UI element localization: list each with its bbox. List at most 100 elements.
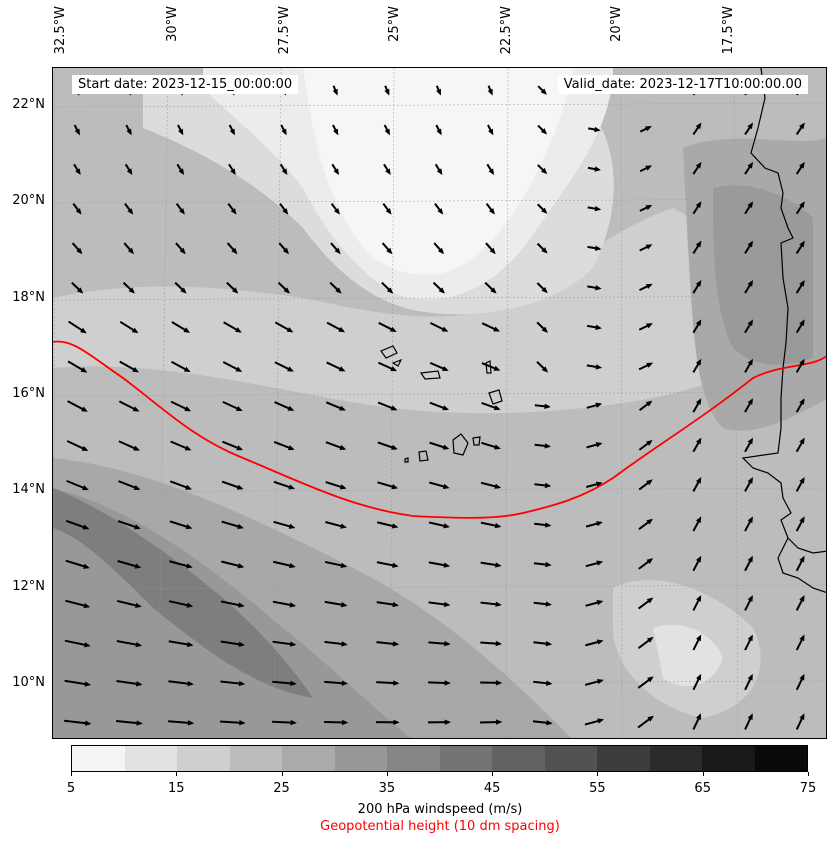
colorbar-segment (72, 746, 125, 771)
lon-label-27-5: 27.5°W (277, 6, 292, 55)
lat-label-14: 14°N (12, 482, 45, 497)
wind-vector-arrow (71, 242, 83, 255)
wind-vector-arrow (429, 322, 449, 332)
wind-vector-arrow (324, 600, 348, 608)
wind-vector-arrow (125, 124, 132, 136)
wind-vector-arrow (220, 600, 245, 608)
wind-vector-arrow (744, 201, 754, 215)
wind-vector-arrow (533, 680, 553, 686)
wind-vector-arrow (692, 161, 702, 175)
grid-lon-25 (389, 68, 395, 738)
wind-vector-arrow (795, 398, 805, 413)
wind-vector-arrow (536, 282, 548, 294)
grid-lat-22 (53, 102, 826, 108)
wind-vector-arrow (381, 281, 394, 294)
colorbar-label: 200 hPa windspeed (m/s) (357, 802, 523, 817)
wind-vector-arrow (226, 242, 238, 255)
wind-vector-arrow (692, 595, 702, 611)
wind-vector-arrow (692, 201, 702, 215)
start-date-label: Start date: 2023-12-15_00:00:00 (72, 75, 299, 94)
wind-vector-arrow (795, 358, 805, 373)
wind-vector-arrow (273, 441, 295, 451)
shading-east-core (713, 185, 813, 365)
wind-vector-arrow (584, 718, 605, 726)
island-brava (404, 457, 409, 463)
wind-vector-arrow (429, 401, 450, 411)
wind-vector-arrow (383, 163, 391, 176)
wind-vector-arrow (381, 242, 393, 255)
wind-vector-arrow (168, 600, 194, 608)
grid-lat-10 (53, 680, 826, 686)
wind-vector-arrow (435, 124, 442, 136)
wind-vector-arrow (536, 361, 549, 373)
wind-vector-arrow (586, 364, 603, 370)
wind-vector-arrow (585, 639, 604, 647)
wind-vector-arrow (272, 680, 297, 686)
wind-vector-arrow (795, 319, 805, 334)
wind-vector-arrow (65, 519, 90, 530)
wind-vector-arrow (326, 361, 346, 372)
grid-lat-14 (53, 487, 826, 493)
wind-vector-arrow (533, 640, 553, 647)
wind-vector-arrow (378, 321, 397, 332)
wind-vector-arrow (377, 401, 398, 411)
wind-vector-arrow (534, 443, 552, 449)
wind-vector-arrow (273, 520, 296, 529)
wind-vector-arrow (272, 600, 297, 608)
colorbar-tick-mark (386, 772, 388, 776)
colorbar-tick-mark (71, 772, 72, 776)
wind-vector-arrow (744, 240, 754, 254)
wind-vector-arrow (324, 680, 349, 686)
wind-vector-arrow (325, 401, 346, 411)
wind-vector-arrow (744, 595, 753, 611)
wind-vector-arrow (639, 165, 653, 173)
wind-vector-arrow (587, 166, 601, 172)
wind-vector-arrow (124, 163, 133, 176)
colorbar-segment (124, 746, 177, 771)
wind-vector-arrow (176, 163, 185, 176)
wind-vector-arrow (480, 719, 503, 725)
wind-vector-arrow (272, 719, 297, 726)
wind-vector-arrow (221, 520, 244, 529)
colorbar-segment (439, 746, 492, 771)
grid-lat-12 (53, 584, 826, 590)
wind-vector-arrow (795, 634, 805, 651)
wind-vector-arrow (330, 242, 341, 255)
wind-vector-arrow (220, 640, 245, 647)
wind-vector-arrow (428, 719, 451, 725)
island-fogo (418, 450, 429, 462)
colorbar-tick-label: 55 (589, 781, 606, 796)
lon-label-20: 20°W (609, 6, 624, 42)
wind-vector-arrow (280, 124, 287, 136)
wind-vector-arrow (692, 240, 702, 254)
wind-vector-arrow (116, 599, 142, 608)
wind-vector-arrow (744, 122, 754, 135)
colorbar-segment (544, 746, 597, 771)
lon-label-22-5: 22.5°W (499, 6, 514, 55)
wind-vector-arrow (435, 85, 442, 96)
shading-southeast-lighter (653, 624, 723, 687)
wind-vector-arrow (331, 163, 340, 176)
wind-vector-arrow (637, 676, 654, 689)
wind-vector-arrow (222, 400, 243, 412)
wind-vector-arrow (586, 402, 603, 409)
wind-vector-arrow (692, 280, 702, 294)
wind-vector-arrow (429, 481, 450, 490)
wind-vector-arrow (279, 203, 289, 215)
wind-vector-arrow (534, 522, 552, 528)
wind-vector-arrow (170, 440, 192, 451)
wind-vector-arrow (487, 124, 494, 136)
wind-vector-arrow (744, 555, 753, 572)
wind-vector-arrow (639, 126, 652, 133)
wind-vector-arrow (66, 479, 89, 491)
colorbar-segment (282, 746, 335, 771)
wind-vector-arrow (279, 163, 288, 176)
island-sao-vicente (391, 358, 403, 367)
wind-vector-arrow (637, 636, 654, 650)
wind-vector-arrow (118, 480, 141, 490)
colorbar-segment (597, 746, 650, 771)
wind-vector-arrow (692, 713, 702, 730)
wind-vector-arrow (480, 601, 502, 607)
wind-vector-arrow (434, 163, 443, 176)
lon-label-32-5: 32.5°W (53, 6, 68, 55)
